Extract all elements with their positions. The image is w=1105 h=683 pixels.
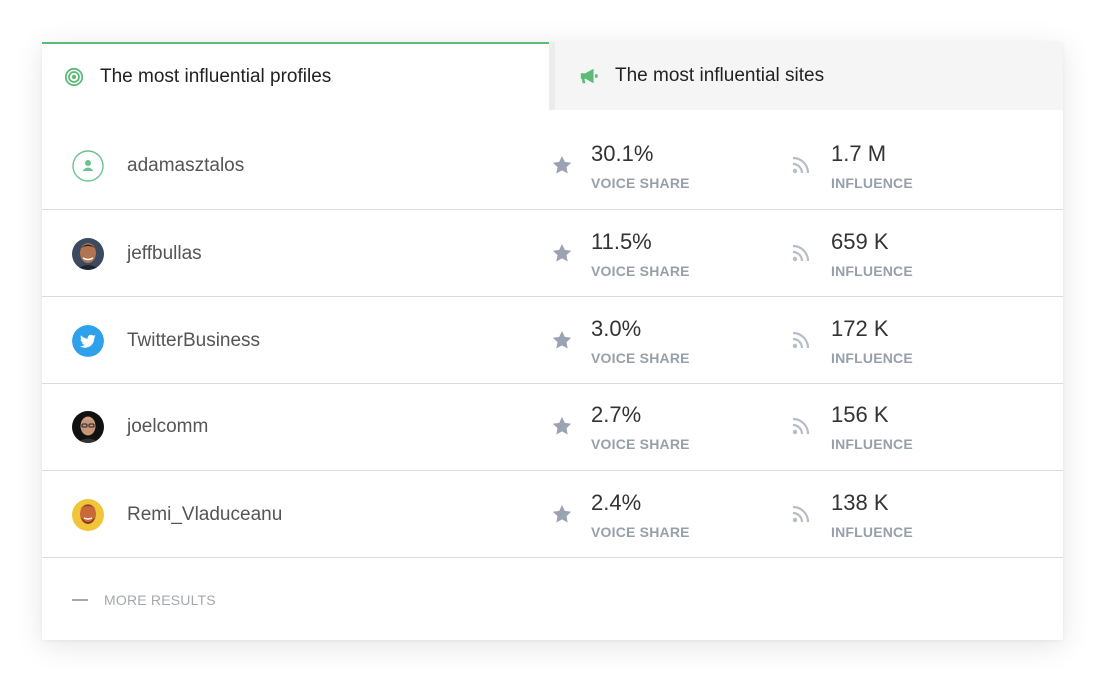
- dash-icon: [72, 599, 88, 601]
- influence-value: 172 K: [831, 316, 889, 341]
- voice-share-label: VOICE SHARE: [591, 436, 690, 452]
- tab-influential-sites[interactable]: The most influential sites: [555, 42, 1063, 110]
- voice-share-value: 2.7%: [591, 402, 642, 427]
- table-row: TwitterBusiness 3.0% VOICE SHARE 172 K I…: [42, 297, 1063, 384]
- influence-label: INFLUENCE: [831, 175, 913, 191]
- tab-bar: The most influential profiles The most i…: [42, 42, 1063, 110]
- tab-label: The most influential profiles: [100, 66, 332, 87]
- profile-name[interactable]: jeffbullas: [127, 243, 202, 264]
- profile-name[interactable]: TwitterBusiness: [127, 330, 261, 351]
- tab-divider: [549, 42, 555, 110]
- influencers-card: The most influential profiles The most i…: [42, 42, 1063, 640]
- influence-value: 1.7 M: [831, 141, 887, 166]
- more-results-link[interactable]: MORE RESULTS: [72, 592, 216, 608]
- profile-name[interactable]: adamasztalos: [127, 155, 245, 176]
- default-user-icon: [72, 150, 104, 182]
- rss-icon: [792, 244, 810, 262]
- voice-share-value: 2.4%: [591, 490, 642, 515]
- voice-share-label: VOICE SHARE: [591, 175, 690, 191]
- megaphone-icon: [579, 66, 599, 86]
- rss-icon: [792, 331, 810, 349]
- avatar: [72, 238, 104, 270]
- avatar: [72, 499, 104, 531]
- rss-icon: [792, 417, 810, 435]
- influence-value: 138 K: [831, 490, 889, 515]
- tab-influential-profiles[interactable]: The most influential profiles: [42, 42, 549, 110]
- more-results-label: MORE RESULTS: [104, 592, 216, 608]
- rss-icon: [792, 156, 810, 174]
- influence-label: INFLUENCE: [831, 350, 913, 366]
- voice-share-label: VOICE SHARE: [591, 350, 690, 366]
- voice-share-value: 11.5%: [591, 229, 652, 254]
- voice-share-label: VOICE SHARE: [591, 263, 690, 279]
- profile-name[interactable]: Remi_Vladuceanu: [127, 504, 283, 525]
- rss-icon: [792, 505, 810, 523]
- influence-value: 659 K: [831, 229, 889, 254]
- table-row: Remi_Vladuceanu 2.4% VOICE SHARE 138 K I…: [42, 471, 1063, 558]
- twitter-bird-icon: [72, 325, 104, 357]
- voice-share-label: VOICE SHARE: [591, 524, 690, 540]
- avatar: [72, 411, 104, 443]
- influence-label: INFLUENCE: [831, 524, 913, 540]
- tab-label: The most influential sites: [615, 65, 825, 86]
- table-row: jeffbullas 11.5% VOICE SHARE 659 K INFLU…: [42, 210, 1063, 297]
- influence-label: INFLUENCE: [831, 263, 913, 279]
- table-row: adamasztalos 30.1% VOICE SHARE 1.7 M INF…: [42, 123, 1063, 210]
- star-icon: [552, 416, 572, 436]
- influence-label: INFLUENCE: [831, 436, 913, 452]
- influence-value: 156 K: [831, 402, 889, 427]
- star-icon: [552, 243, 572, 263]
- star-icon: [552, 330, 572, 350]
- target-icon: [64, 67, 84, 87]
- profile-name[interactable]: joelcomm: [127, 416, 209, 437]
- table-row: joelcomm 2.7% VOICE SHARE 156 K INFLUENC…: [42, 384, 1063, 471]
- voice-share-value: 30.1%: [591, 141, 654, 166]
- star-icon: [552, 504, 572, 524]
- star-icon: [552, 155, 572, 175]
- voice-share-value: 3.0%: [591, 316, 642, 341]
